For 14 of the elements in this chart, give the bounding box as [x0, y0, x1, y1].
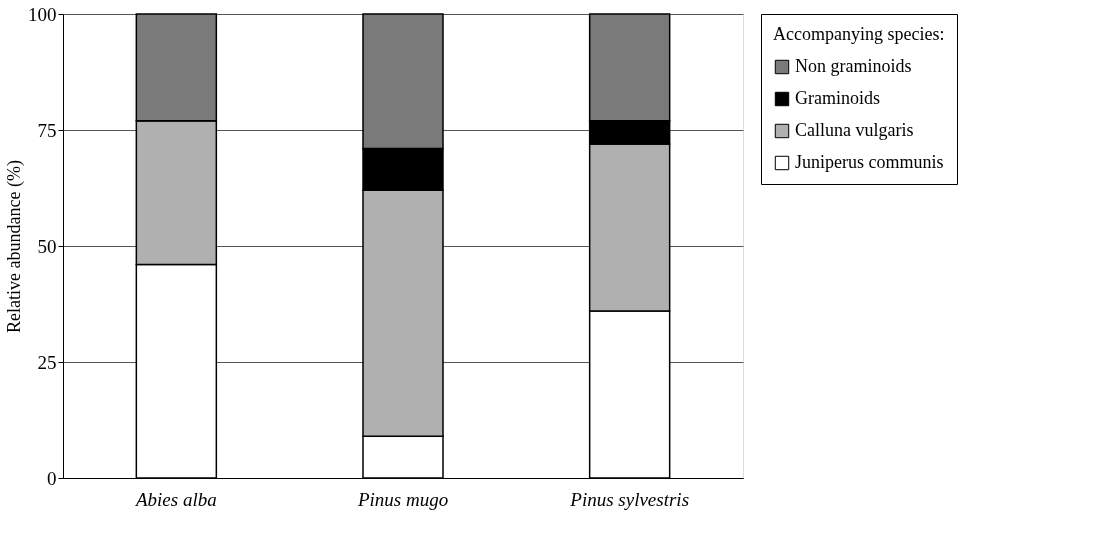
y-tick-label: 0	[47, 467, 57, 489]
legend-label: Graminoids	[795, 88, 880, 108]
y-tick-label: 25	[37, 351, 57, 373]
x-tick-label: Pinus mugo	[356, 488, 449, 510]
y-tick-label: 75	[37, 119, 57, 141]
legend-label: Juniperus communis	[795, 152, 944, 172]
x-tick-label: Pinus sylvestris	[569, 488, 690, 510]
x-tick-label: Abies alba	[133, 488, 217, 510]
y-axis-title: Relative abundance (%)	[4, 160, 25, 333]
y-tick-label: 100	[28, 3, 57, 25]
legend-label: Non graminoids	[795, 56, 912, 76]
legend-title: Accompanying species:	[773, 24, 945, 44]
y-tick-label: 50	[37, 235, 57, 257]
legend-label: Calluna vulgaris	[795, 120, 914, 140]
